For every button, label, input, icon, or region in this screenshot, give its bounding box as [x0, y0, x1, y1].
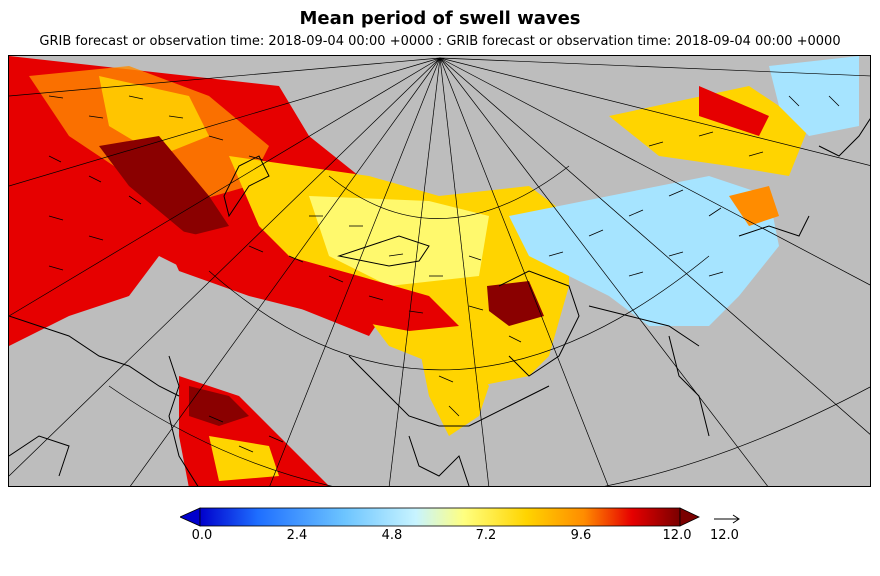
field-east-red-streak: [699, 86, 769, 136]
field-east-orange: [729, 186, 779, 226]
field-eastern-lightblue: [769, 56, 859, 136]
colorbar-tick-5: 12.0: [662, 528, 692, 543]
field-kara-darkred: [487, 281, 544, 326]
field-left-red: [9, 186, 159, 316]
map-subtitle: GRIB forecast or observation time: 2018-…: [39, 34, 841, 49]
colorbar-tick-3: 7.2: [475, 528, 497, 543]
graticule: [9, 57, 870, 486]
map-panel[interactable]: [8, 55, 871, 487]
field-baltic-darkred: [189, 386, 249, 426]
colorbar-tick-0: 0.0: [191, 528, 213, 543]
field-baltic-yellow: [209, 436, 279, 481]
colorbar-gradient: [199, 507, 681, 527]
map-title: Mean period of swell waves: [299, 8, 581, 29]
field-siberia-lightblue: [509, 176, 779, 326]
colorbar-tick-1: 2.4: [286, 528, 308, 543]
field-barents-red: [159, 226, 459, 331]
colorbar: [180, 507, 700, 527]
field-atlantic-yellow: [99, 76, 209, 156]
wave-field: [9, 56, 859, 486]
colorbar-max-arrow: [679, 507, 700, 527]
vector-legend-arrow: [714, 514, 740, 524]
vector-legend-label: 12.0: [710, 528, 739, 543]
coastlines: [9, 118, 870, 486]
colorbar-tick-2: 4.8: [381, 528, 403, 543]
wave-direction-arrows: [48, 95, 840, 453]
colorbar-tick-4: 9.6: [570, 528, 592, 543]
swell-period-map: [9, 56, 870, 486]
colorbar-min-arrow: [180, 507, 201, 527]
field-dark-red: [99, 136, 229, 236]
